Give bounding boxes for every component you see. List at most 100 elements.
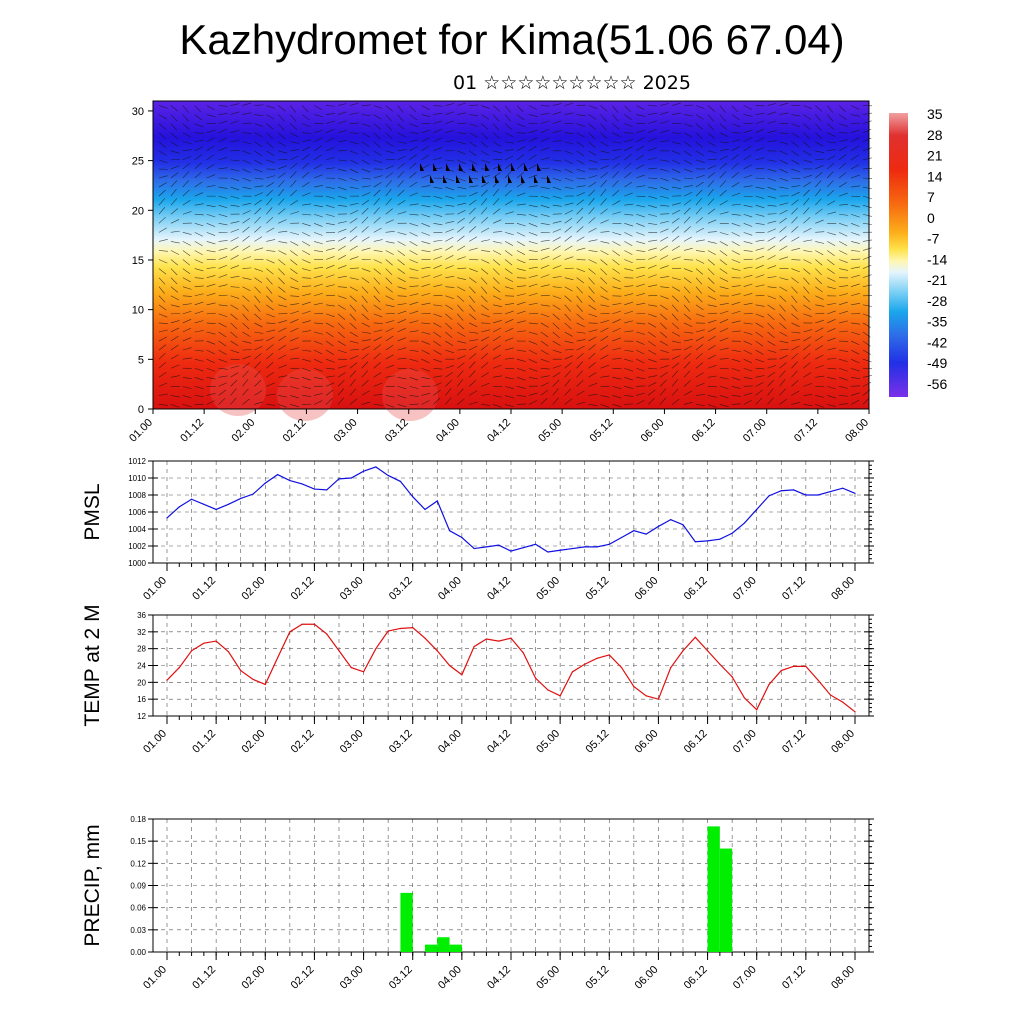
wind-vector [695,352,703,360]
wind-vector [516,132,526,134]
wind-vector [839,367,848,372]
wind-vector [230,275,240,278]
wind-vector [576,353,584,360]
temp-point [412,627,414,629]
wind-barb [521,175,525,183]
wind-vector [385,159,395,161]
wind-vector [743,174,753,179]
wind-vector [206,292,216,297]
wind-vector [433,186,443,189]
wind-vector [206,267,216,269]
wind-vector [767,186,777,191]
wind-vector [791,331,801,334]
wind-vector [242,159,251,165]
wind-vector [683,331,693,334]
wind-vector [504,241,514,246]
wind-vector [492,132,500,140]
wind-vector [516,277,526,279]
wind-vector [182,376,192,380]
temp-point [461,674,463,676]
wind-vector [851,376,861,380]
wind-vector [254,226,262,233]
wind-vector [194,293,204,297]
wind-vector [325,397,333,405]
wind-vector [636,266,646,269]
wind-vector [671,209,681,215]
y-tick-label: 0.12 [130,859,146,868]
wind-vector [516,213,526,216]
wind-vector [302,192,311,197]
wind-vector [290,259,298,266]
wind-vector [660,195,669,199]
wind-vector [361,236,370,242]
wind-vector [469,177,479,180]
wind-vector [397,347,407,351]
wind-vector [469,401,478,405]
wind-vector [576,286,584,294]
wind-vector [266,352,274,360]
wind-vector [230,159,240,162]
wind-vector [230,204,240,207]
wind-vector [731,139,741,143]
wind-vector [624,241,633,247]
wind-vector [469,199,477,206]
wind-vector [373,295,381,303]
wind-vector [206,340,216,345]
wind-vector [242,362,250,369]
pmsl-point [743,522,746,524]
wind-vector [445,340,454,346]
wind-barb [485,163,489,171]
wind-vector [528,376,538,380]
wind-vector [851,114,860,117]
wind-vector [612,337,621,342]
wind-vector [170,105,179,112]
wind-vector [731,162,739,170]
temp-point [326,633,328,635]
wind-vector [552,159,562,162]
wind-vector [493,150,502,154]
wind-vector [839,320,848,324]
wind-vector [325,284,335,287]
wind-vector [421,129,431,133]
wind-vector [421,376,431,380]
wind-vector [516,268,526,271]
wind-vector [194,250,203,256]
wind-vector [707,404,717,408]
wind-vector [445,195,455,199]
wind-vector [719,141,729,144]
wind-vector [719,162,727,170]
wind-vector [659,397,667,405]
wind-vector [743,367,753,372]
wind-vector [827,302,837,306]
pmsl-point [534,543,537,545]
temp-point [166,679,168,681]
wind-vector [588,394,598,396]
wind-vector [683,345,693,351]
wind-vector [182,310,192,315]
wind-vector [576,114,586,117]
wind-vector [170,327,180,333]
wind-vector [695,132,703,140]
wind-vector [731,105,739,113]
wind-vector [433,204,443,209]
y-axis-label: TEMP at 2 M [81,604,104,726]
wind-vector [182,250,191,256]
wind-vector [278,320,288,324]
wind-vector [349,226,358,233]
wind-vector [827,155,836,161]
wind-vector [516,241,525,247]
wind-vector [731,213,741,216]
wind-vector [636,349,645,355]
wind-vector [218,304,228,307]
y-tick-label: 0.06 [130,904,146,913]
wind-vector [337,245,346,251]
x-tick-label: 04.12 [485,728,513,756]
wind-vector [707,123,715,131]
wind-vector [600,304,610,307]
wind-vector [719,232,729,236]
wind-vector [278,219,287,224]
wind-vector [803,313,813,317]
wind-vector [648,382,657,387]
pmsl-point [375,466,377,468]
wind-vector [851,385,861,387]
